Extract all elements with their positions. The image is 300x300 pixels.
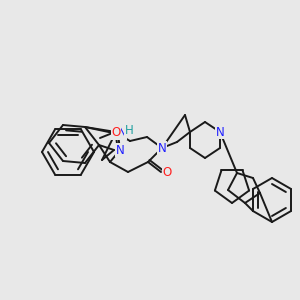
Text: O: O bbox=[111, 127, 121, 140]
Text: N: N bbox=[118, 127, 126, 140]
Text: O: O bbox=[162, 167, 172, 179]
Text: N: N bbox=[158, 142, 166, 154]
Text: N: N bbox=[116, 143, 124, 157]
Text: N: N bbox=[216, 125, 224, 139]
Text: H: H bbox=[124, 124, 134, 137]
